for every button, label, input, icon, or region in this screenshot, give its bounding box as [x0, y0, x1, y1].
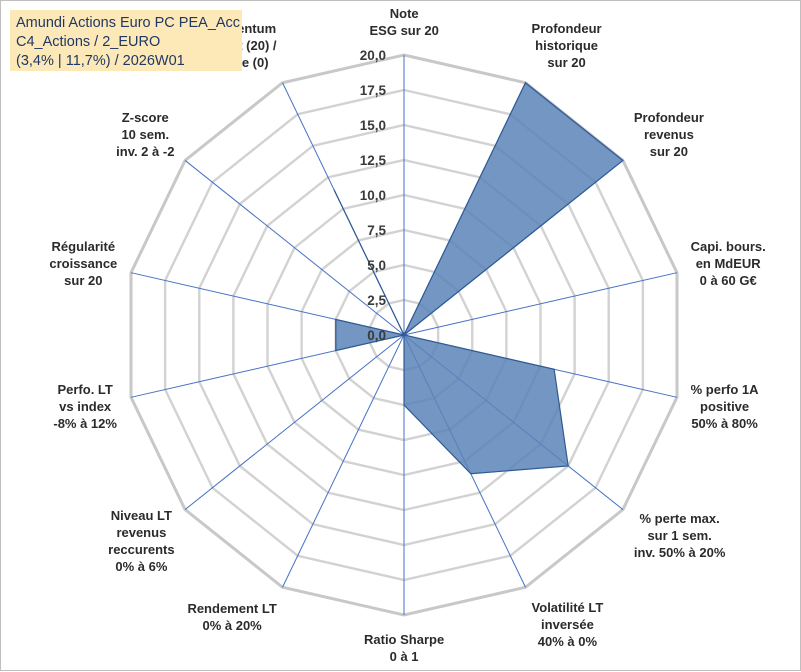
tick-label: 7,5 [367, 223, 386, 238]
axis-label-line: Profondeur [634, 109, 704, 126]
axis-label-line: sur 20 [532, 54, 602, 71]
axis-label-line: Profondeur [532, 20, 602, 37]
axis-label-line: 0 à 60 G€ [691, 272, 766, 289]
chart-subtitle-category: C4_Actions / 2_EURO [16, 33, 242, 52]
axis-label-line: 50% à 80% [691, 415, 759, 432]
axis-label-line: reccurents [108, 541, 174, 558]
axis-label-line: 0% à 20% [187, 617, 276, 634]
axis-label-line: inv. 2 à -2 [116, 143, 174, 160]
axis-label-line: revenus [634, 126, 704, 143]
axis-label-line: croissance [49, 255, 117, 272]
chart-subtitle-stats: (3,4% | 11,7%) / 2026W01 [16, 52, 242, 71]
axis-label-line: sur 20 [634, 143, 704, 160]
tick-label: 10,0 [360, 188, 386, 203]
axis-label-line: 0% à 6% [108, 558, 174, 575]
chart-title: Amundi Actions Euro PC PEA_Acc [16, 14, 242, 33]
spoke-rendement_lt [283, 335, 404, 587]
axis-label-line: positive [691, 398, 759, 415]
axis-label-line: Régularité [49, 238, 117, 255]
axis-label-line: Volatilité LT [532, 599, 604, 616]
axis-label-line: % perte max. [634, 510, 726, 527]
axis-label-line: historique [532, 37, 602, 54]
axis-label-line: sur 20 [49, 272, 117, 289]
axis-label-line: Ratio Sharpe [364, 631, 444, 648]
chart-title-box: Amundi Actions Euro PC PEA_Acc C4_Action… [10, 10, 242, 71]
axis-label-line: Note [370, 5, 439, 22]
radial-tick-labels: 0,0 2,5 5,0 7,5 10,0 12,5 15,0 17,5 20,0 [360, 48, 387, 343]
axis-label-line: 10 sem. [116, 126, 174, 143]
tick-label: 15,0 [360, 118, 386, 133]
axis-label-line: Rendement LT [187, 600, 276, 617]
axis-label-line: 0 à 1 [364, 648, 444, 665]
tick-label: 2,5 [367, 293, 386, 308]
tick-label: 20,0 [360, 48, 386, 63]
tick-label: 0,0 [367, 328, 386, 343]
axis-label-line: Perfo. LT [53, 381, 117, 398]
tick-label: 12,5 [360, 153, 387, 168]
axis-label-line: Niveau LT [108, 507, 174, 524]
axis-label-line: % perfo 1A [691, 381, 759, 398]
axis-label-perte_max: % perte max.sur 1 sem.inv. 50% à 20% [634, 510, 726, 561]
axis-label-line: en MdEUR [691, 255, 766, 272]
axis-label-line: inversée [532, 616, 604, 633]
axis-label-line: revenus [108, 524, 174, 541]
tick-label: 5,0 [367, 258, 386, 273]
axis-label-line: Capi. bours. [691, 238, 766, 255]
axis-label-line: sur 1 sem. [634, 527, 726, 544]
axis-label-line: inv. 50% à 20% [634, 544, 726, 561]
axis-label-line: -8% à 12% [53, 415, 117, 432]
axis-label-line: vs index [53, 398, 117, 415]
axis-label-line: ESG sur 20 [370, 22, 439, 39]
axis-label-line: Z-score [116, 109, 174, 126]
tick-label: 17,5 [360, 83, 387, 98]
axis-label-line: 40% à 0% [532, 633, 604, 650]
